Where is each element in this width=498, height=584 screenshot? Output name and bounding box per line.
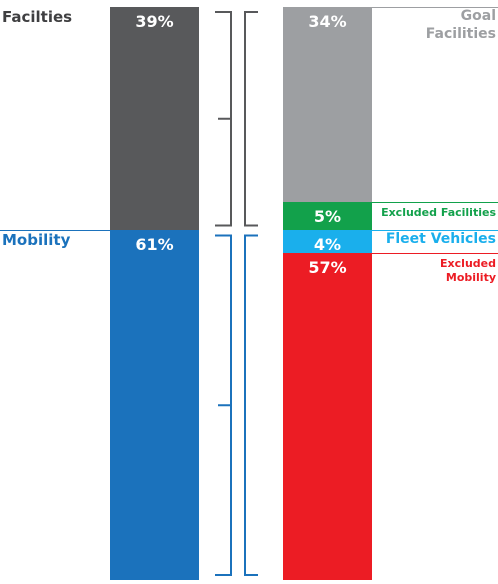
segment-label: Excluded Mobility xyxy=(440,257,496,285)
bar-segment xyxy=(283,253,372,580)
bar-segment xyxy=(283,7,372,202)
segment-label: Excluded Facilities xyxy=(381,205,496,219)
bar-segment xyxy=(283,201,372,231)
segment-label: Facilties xyxy=(2,8,73,26)
label-rule xyxy=(372,253,498,255)
bar-segment xyxy=(110,230,199,580)
segment-label: Mobility xyxy=(2,231,71,250)
value-label: 57% xyxy=(308,258,347,278)
value-label: 39% xyxy=(135,12,174,31)
value-label: 61% xyxy=(135,235,174,255)
bar-segment xyxy=(283,230,372,254)
label-rule xyxy=(372,7,498,8)
value-label: 5% xyxy=(313,206,342,226)
bracket xyxy=(215,11,232,227)
segment-label: Fleet Vehicles xyxy=(385,231,496,248)
value-label: 4% xyxy=(313,235,342,255)
bracket xyxy=(215,234,232,576)
segment-label: Goal Facilities xyxy=(425,8,496,42)
label-rule xyxy=(0,230,110,232)
value-label: 34% xyxy=(308,12,347,31)
bracket xyxy=(244,234,258,576)
label-rule xyxy=(372,230,498,232)
label-rule xyxy=(372,201,498,203)
bar-segment xyxy=(110,7,199,231)
bracket xyxy=(244,11,258,227)
